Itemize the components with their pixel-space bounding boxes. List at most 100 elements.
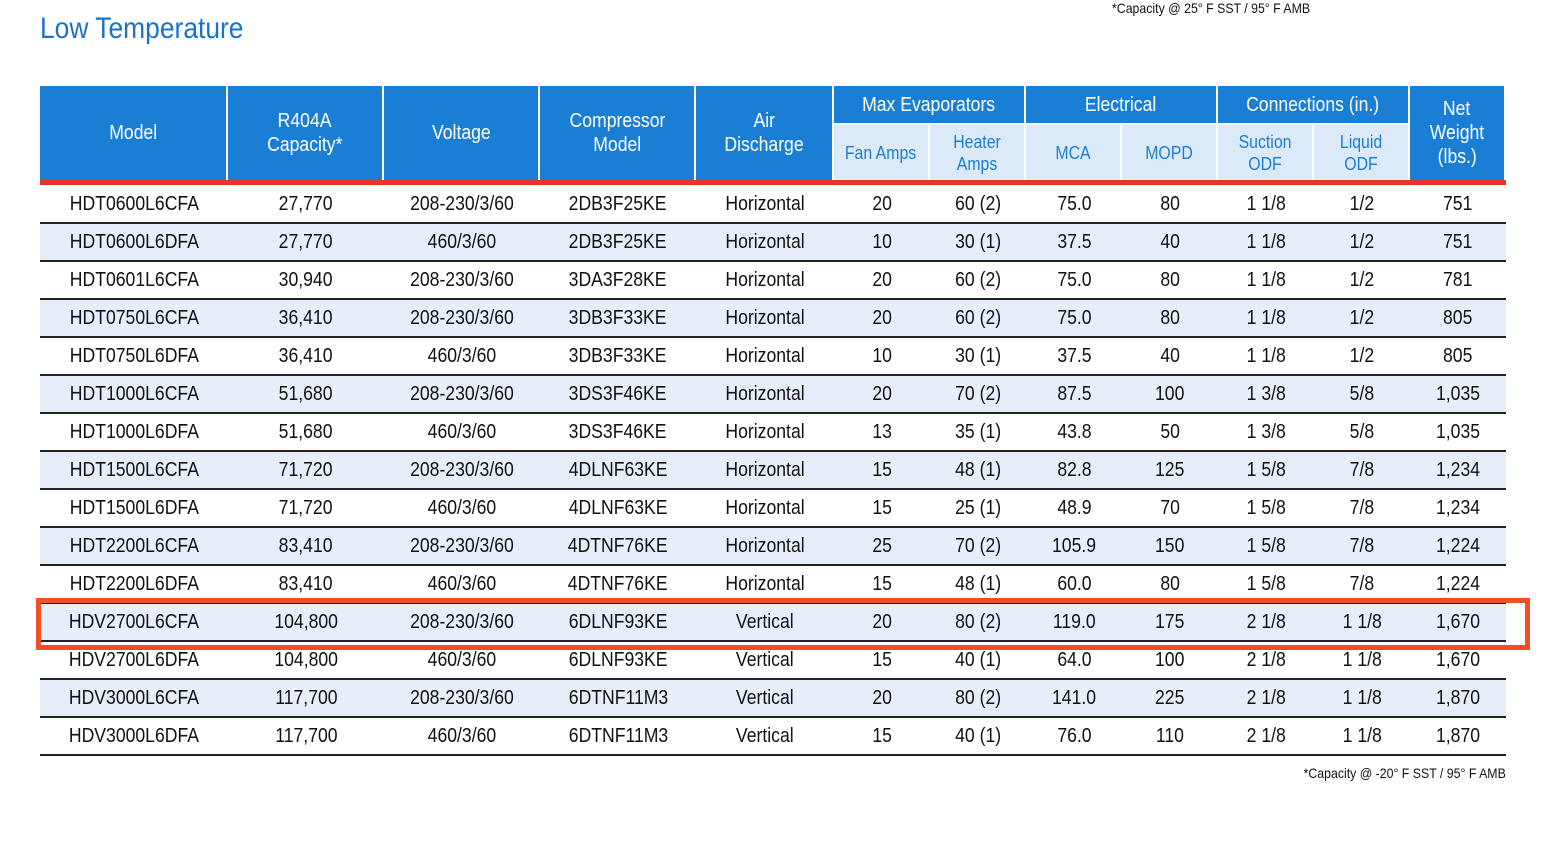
cell-text: 35 (1) xyxy=(955,421,1001,443)
table-cell: 60 (2) xyxy=(930,186,1026,222)
cell-text: 80 (2) xyxy=(955,611,1001,633)
cell-text: 1 1/8 xyxy=(1246,345,1286,367)
table-cell: 1 1/8 xyxy=(1218,224,1314,260)
cell-text: HDV3000L6DFA xyxy=(68,725,200,747)
header-cell: MCA xyxy=(1026,125,1120,180)
cell-text: MCA xyxy=(1055,142,1091,163)
cell-text: 60 (2) xyxy=(955,307,1001,329)
cell-text: 82.8 xyxy=(1056,459,1092,481)
table-row xyxy=(40,566,1506,602)
table-cell: 460/3/60 xyxy=(384,566,540,602)
cell-text: 805 xyxy=(1443,307,1473,329)
table-cell: 1,234 xyxy=(1410,490,1506,526)
table-cell: HDV2700L6DFA xyxy=(40,642,228,678)
header-cell: MOPD xyxy=(1122,125,1216,180)
cell-text: HDV2700L6CFA xyxy=(68,611,200,633)
cell-text: 15 xyxy=(872,649,892,671)
cell-text: 2 1/8 xyxy=(1246,611,1286,633)
cell-text: 80 xyxy=(1160,193,1180,215)
cell-text: 4DLNF63KE xyxy=(568,497,668,519)
cell-text: 83,410 xyxy=(279,535,333,557)
table-cell: 25 (1) xyxy=(930,490,1026,526)
table-cell: 27,770 xyxy=(228,186,384,222)
title: Low Temperature xyxy=(40,12,244,45)
table-cell: 208-230/3/60 xyxy=(384,604,540,640)
table-cell: 117,700 xyxy=(228,718,384,754)
table-cell: 48.9 xyxy=(1026,490,1122,526)
cell-text: Air xyxy=(753,110,775,132)
cell-text: Vertical xyxy=(736,725,794,747)
cell-text: 1 1/8 xyxy=(1342,649,1382,671)
cell-text: 1/2 xyxy=(1349,193,1375,215)
cell-text: 27,770 xyxy=(279,231,333,253)
table-cell: 460/3/60 xyxy=(384,642,540,678)
cell-text: 1/2 xyxy=(1349,307,1375,329)
table-cell: Horizontal xyxy=(696,528,834,564)
cell-text: 141.0 xyxy=(1051,687,1097,709)
cell-text: 71,720 xyxy=(279,459,333,481)
cell-text: 83,410 xyxy=(279,573,333,595)
cell-text: Horizontal xyxy=(725,269,805,291)
capacity-note: *Capacity @ -20° F SST / 95° F AMB xyxy=(1200,765,1506,781)
cell-text: 10 xyxy=(872,345,892,367)
table-cell: 25 xyxy=(834,528,930,564)
table-cell: 51,680 xyxy=(228,376,384,412)
table-cell: 104,800 xyxy=(228,642,384,678)
table-cell: 208-230/3/60 xyxy=(384,300,540,336)
cell-text: 100 xyxy=(1155,383,1185,405)
cell-text: Discharge xyxy=(724,134,804,156)
cell-text: 13 xyxy=(872,421,892,443)
table-cell: 1 1/8 xyxy=(1314,718,1410,754)
table-cell: 1 1/8 xyxy=(1218,300,1314,336)
table-cell: Horizontal xyxy=(696,490,834,526)
cell-text: 50 xyxy=(1160,421,1180,443)
cell-text: 40 (1) xyxy=(955,649,1001,671)
table-cell: 70 xyxy=(1122,490,1218,526)
table-cell: 1 3/8 xyxy=(1218,414,1314,450)
table-row xyxy=(40,528,1506,564)
cell-text: Net xyxy=(1443,98,1471,120)
cell-text: 105.9 xyxy=(1051,535,1097,557)
cell-text: 1/2 xyxy=(1349,269,1375,291)
cell-text: 208-230/3/60 xyxy=(410,535,514,557)
cell-text: 781 xyxy=(1443,269,1473,291)
table-cell: 75.0 xyxy=(1026,262,1122,298)
cell-text: 43.8 xyxy=(1056,421,1092,443)
cell-text: 208-230/3/60 xyxy=(410,383,514,405)
table-cell: 36,410 xyxy=(228,338,384,374)
cell-text: Suction xyxy=(1238,131,1292,152)
table-cell: 40 xyxy=(1122,338,1218,374)
header-group: Connections (in.) xyxy=(1218,86,1408,123)
cell-text: 48.9 xyxy=(1056,497,1092,519)
header-cell: Model xyxy=(40,86,226,180)
table-row xyxy=(40,718,1506,754)
header-group: Electrical xyxy=(1026,86,1216,123)
table-cell: 20 xyxy=(834,604,930,640)
cell-text: HDT0750L6DFA xyxy=(69,345,199,367)
cell-text: 7/8 xyxy=(1349,497,1375,519)
cell-text: 40 xyxy=(1160,231,1180,253)
table-cell: 6DLNF93KE xyxy=(540,604,696,640)
table-cell: 175 xyxy=(1122,604,1218,640)
cell-text: 117,700 xyxy=(274,725,338,747)
cell-text: 208-230/3/60 xyxy=(410,611,514,633)
table-cell: 2 1/8 xyxy=(1218,642,1314,678)
table-cell: 30,940 xyxy=(228,262,384,298)
cell-text: Electrical xyxy=(1085,93,1157,116)
cell-text: 64.0 xyxy=(1056,649,1092,671)
cell-text: 48 (1) xyxy=(955,459,1001,481)
cell-text: 20 xyxy=(872,193,892,215)
table-cell: Vertical xyxy=(696,718,834,754)
cell-text: 110 xyxy=(1155,725,1185,747)
cell-text: 4DLNF63KE xyxy=(568,459,668,481)
cell-text: Horizontal xyxy=(725,383,805,405)
capacity-note: *Capacity @ 25° F SST / 95° F AMB xyxy=(1060,0,1310,16)
table-cell: 460/3/60 xyxy=(384,718,540,754)
table-cell: 2 1/8 xyxy=(1218,680,1314,716)
cell-text: 30,940 xyxy=(279,269,333,291)
table-cell: HDT0601L6CFA xyxy=(40,262,228,298)
table-row xyxy=(40,452,1506,488)
row-rule xyxy=(40,602,1506,604)
cell-text: 2 1/8 xyxy=(1246,687,1286,709)
cell-text: Horizontal xyxy=(725,307,805,329)
